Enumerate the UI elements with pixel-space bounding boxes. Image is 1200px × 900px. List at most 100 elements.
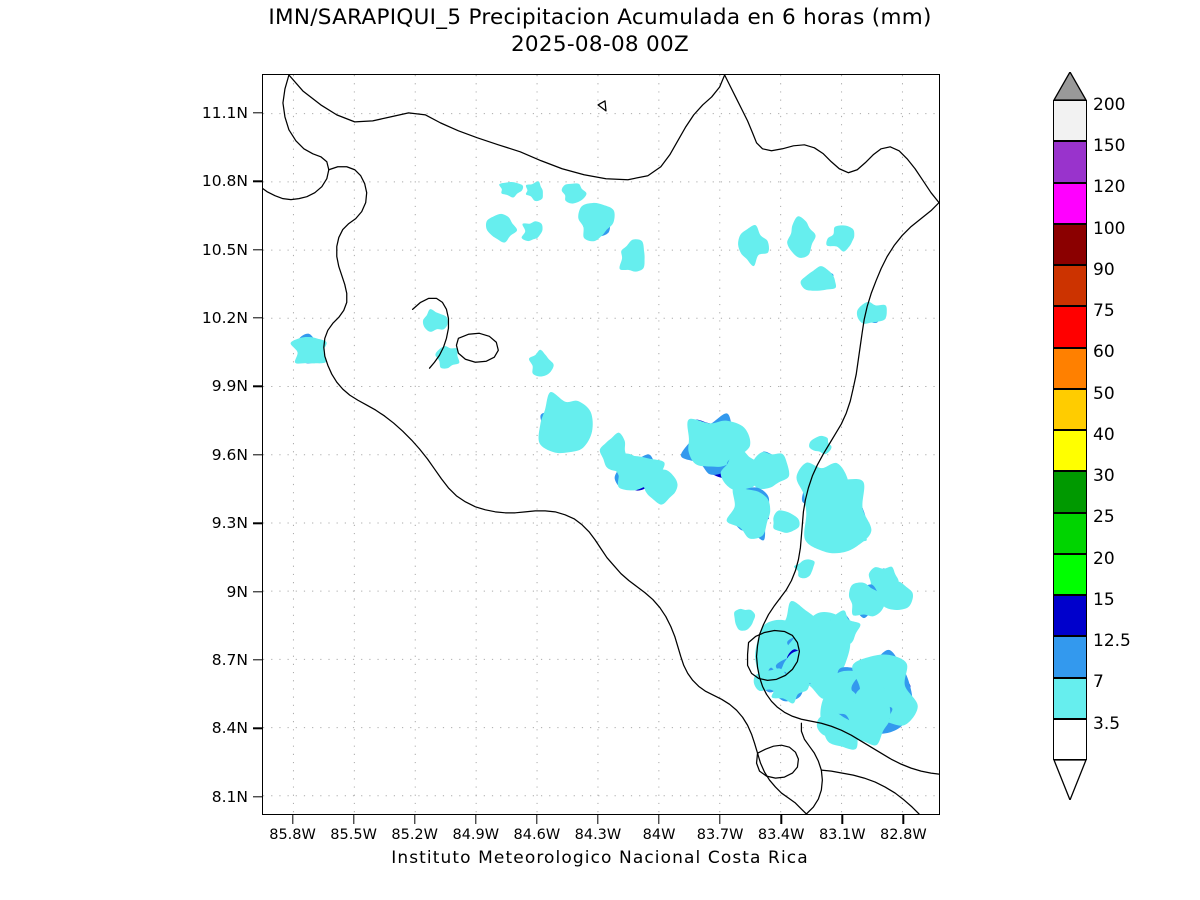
title-line-2: 2025-08-08 00Z [510,32,690,57]
colorbar-swatch [1053,718,1087,760]
colorbar-tick-label: 25 [1093,507,1115,528]
precipitation-cell [800,266,837,291]
colorbar-tick-label: 90 [1093,259,1115,280]
x-axis-tick-mark [841,815,843,824]
colorbar-swatch [1053,141,1087,183]
y-axis-tick-label: 9.3N [211,514,248,533]
x-axis-tick-label: 85.2W [391,827,438,843]
colorbar-legend[interactable]: 200 150 120 100 90 75 60 50 40 30 25 20 15 12.5 7 3.5 [1052,70,1131,802]
coastline-borders [263,75,939,814]
precipitation-cell [485,213,518,243]
x-axis-tick-label: 84W [642,827,676,843]
colorbar-tick-label: 30 [1093,466,1115,487]
precipitation-cell [422,309,448,332]
colorbar-tick-label: 15 [1093,589,1115,610]
y-axis-tick-mark [253,385,262,388]
colorbar-swatch [1053,306,1087,348]
colorbar-swatch [1053,553,1087,595]
precipitation-cell [794,559,815,579]
y-axis-tick-label: 8.4N [211,719,248,738]
y-axis-tick-label: 10.5N [201,240,248,259]
precipitation-cell [826,225,855,252]
x-axis-tick-mark [658,815,660,824]
precipitation-cell [750,451,790,490]
colorbar-under-arrow [1053,759,1087,802]
y-axis-tick-mark [253,590,262,593]
precipitation-cell [818,610,861,648]
y-axis-tick-mark [253,659,262,661]
colorbar-swatch [1053,636,1087,678]
x-axis-tick-label: 84.3W [574,827,622,843]
y-axis-tick-label: 9.9N [211,377,248,396]
institution-caption: Instituto Meteorologico Nacional Costa R… [391,848,809,868]
precipitation-cell [525,181,543,202]
precipitation-cell [521,221,543,242]
precipitation-cell [839,523,867,546]
x-axis-tick-label: 84.9W [452,827,500,843]
colorbar-tick-label: 50 [1093,383,1115,404]
y-axis-tick-mark [253,180,262,182]
y-axis-tick-label: 11.1N [201,103,248,122]
y-axis-tick-mark [253,317,262,319]
precipitation-cell [578,202,615,242]
colorbar-tick-label: 20 [1093,548,1115,569]
precipitation-cell [680,413,751,478]
precipitation-cell [538,392,593,454]
colorbar-swatch [1053,677,1087,719]
y-axis-tick-mark [253,727,262,730]
colorbar-swatch [1053,182,1087,224]
x-axis-tick-label: 83.1W [818,827,866,843]
colorbar-swatch [1053,347,1087,389]
title-line-1: IMN/SARAPIQUI_5 Precipitacion Acumulada … [268,5,932,30]
colorbar-swatch [1053,100,1087,142]
precipitation-cell [771,672,810,704]
precipitation-cell [787,216,816,258]
colorbar-tick-label: 60 [1093,342,1115,363]
x-axis-tick-mark [597,815,599,824]
precipitation-cell [619,239,645,272]
precipitation-cell [435,346,460,369]
precipitation-cell [726,487,771,541]
y-axis-tick-mark [253,796,262,798]
y-axis-tick-label: 9.6N [211,445,248,464]
precipitation-cell [499,181,524,198]
colorbar-tick-label: 7 [1093,672,1104,693]
colorbar-swatch [1053,388,1087,430]
precipitation-cell [643,469,678,505]
x-axis-tick-mark [902,815,905,824]
colorbar-swatch [1053,512,1087,554]
colorbar-swatch [1053,223,1087,265]
precipitation-cell [804,478,872,554]
map-plot-area[interactable] [262,74,940,815]
colorbar-tick-label: 200 [1093,94,1126,115]
x-axis-tick-mark [536,815,538,824]
x-axis-tick-label: 85.5W [330,827,377,843]
precipitation-cell [839,684,893,746]
x-axis-tick-mark [291,815,294,824]
colorbar-tick-label: 100 [1093,218,1126,239]
precipitation-cell [848,582,886,619]
colorbar-tick-label: 120 [1093,177,1126,198]
y-axis-tick-mark [253,522,262,524]
y-axis-tick-mark [253,112,262,114]
colorbar-tick-label: 75 [1093,301,1115,322]
y-axis-tick-mark [253,454,262,456]
colorbar-tick-label: 150 [1093,136,1126,157]
x-axis-tick-mark [352,815,355,824]
grid-lines [263,75,939,814]
y-axis-tick-label: 10.2N [201,308,248,327]
precipitation-cell [290,333,327,364]
x-axis-tick-label: 82.8W [880,827,927,843]
map-canvas [263,75,939,814]
precipitation-cell [738,225,769,267]
precipitation-cell [775,649,830,687]
colorbar-tick-label: 12.5 [1093,631,1131,652]
precipitation-cell [528,349,554,377]
y-axis-tick-label: 9N [226,582,248,601]
x-axis-tick-mark [475,815,477,824]
precipitation-cell [856,301,887,324]
colorbar-over-arrow [1052,70,1088,101]
colorbar-tick-label: 3.5 [1093,713,1121,734]
precipitation-cell [610,453,642,479]
